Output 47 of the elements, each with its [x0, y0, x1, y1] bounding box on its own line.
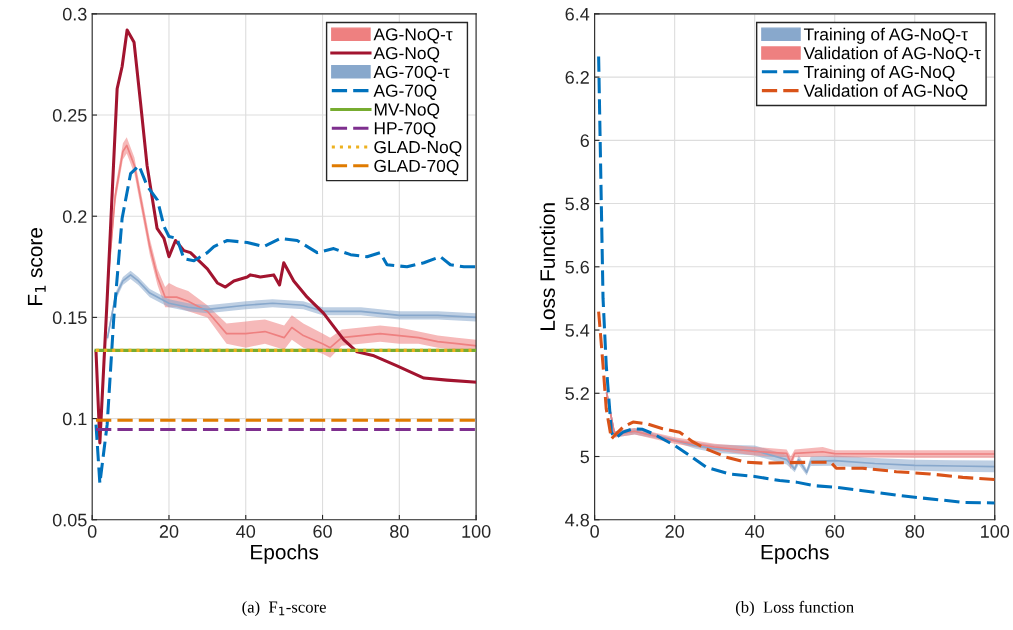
- x-tick-label: 20: [665, 525, 684, 538]
- y-tick-label: 0.2: [62, 210, 87, 223]
- legend-label: AG-NoQ-τ: [373, 28, 453, 44]
- y-tick-label: 6.4: [565, 7, 590, 21]
- legend-label: Training of AG-NoQ: [803, 65, 955, 82]
- x-tick-label: 0: [87, 525, 97, 538]
- legend-label: Validation of AG-NoQ-τ: [803, 46, 981, 63]
- x-tick-label: 100: [462, 525, 491, 538]
- y-tick-label: 0.05: [52, 513, 87, 527]
- y-tick-label: 5.8: [565, 197, 589, 211]
- x-tick-label: 80: [390, 525, 409, 538]
- line-series: [94, 28, 477, 445]
- y-tick-label: 5: [580, 450, 590, 464]
- legend-label: MV-NoQ: [374, 103, 440, 119]
- x-tick-label: 80: [905, 525, 925, 538]
- legend-label: HP-70Q: [374, 122, 436, 138]
- x-tick-label: 40: [236, 525, 256, 538]
- y-tick-label: 5.2: [565, 387, 589, 400]
- x-axis-title: Epochs: [251, 544, 319, 564]
- text: (a) F$_{1}$-score: [242, 600, 326, 617]
- y-tick-label: 4.8: [565, 513, 589, 527]
- x-tick-label: 60: [313, 525, 332, 538]
- y-tick-label: 0.3: [62, 7, 87, 21]
- y-tick-label: 5.4: [565, 324, 590, 337]
- text: (b) Loss function: [735, 600, 854, 617]
- legend-label: Validation of AG-NoQ: [803, 84, 968, 100]
- x-tick-label: 0: [590, 525, 599, 538]
- y-tick-label: 0.1: [62, 412, 87, 426]
- legend-label: AG-70Q-τ: [373, 65, 450, 82]
- y-tick-label: 6: [580, 134, 589, 148]
- x-tick-label: 20: [159, 525, 179, 538]
- x-axis-title: Epochs: [761, 544, 829, 564]
- x-tick-label: 40: [745, 525, 765, 538]
- legend-label: AG-NoQ: [373, 47, 440, 63]
- legend-label: GLAD-70Q: [374, 159, 459, 176]
- legend-label: AG-70Q: [373, 84, 437, 100]
- line-series: [597, 310, 995, 482]
- y-tick-label: 0.25: [52, 108, 87, 122]
- legend-label: Training of AG-NoQ-τ: [803, 27, 968, 44]
- y-tick-label: 5.6: [565, 260, 589, 274]
- y-axis-title: Loss Function: [539, 203, 555, 330]
- x-tick-label: 60: [825, 525, 845, 538]
- legend-label: GLAD-NoQ: [374, 140, 462, 157]
- y-tick-label: 6.2: [565, 71, 589, 84]
- x-tick-label: 100: [981, 525, 1010, 538]
- y-axis-title: F$_{1}$ score: [27, 228, 46, 305]
- y-tick-label: 0.15: [52, 311, 87, 325]
